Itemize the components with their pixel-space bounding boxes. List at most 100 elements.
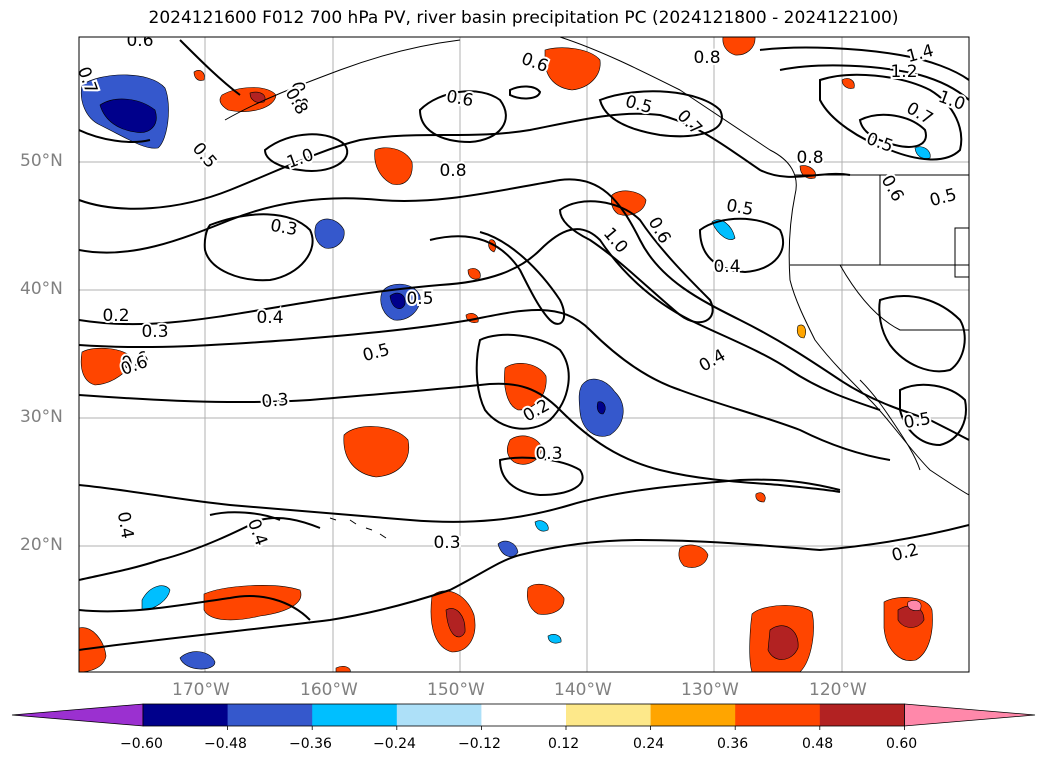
contour-line (79, 524, 969, 651)
colorbar-segment (650, 704, 736, 726)
contour-label: 0.4 (713, 257, 740, 277)
lat-label-40n: 40°N (20, 279, 63, 299)
contour-label: 0.8 (693, 48, 720, 68)
negative-precip-patches (80, 74, 931, 670)
map-background (79, 37, 969, 672)
coast-alaska-peninsula (224, 39, 461, 121)
patch-neg (547, 634, 562, 644)
colorbar-extend-min (11, 703, 144, 727)
colorbar-segment (227, 704, 313, 726)
colorbar-tick-label: −0.48 (204, 736, 247, 752)
patch-pos (335, 666, 351, 672)
patch-pos (445, 608, 466, 638)
contour-line (498, 456, 584, 497)
contour-line (79, 129, 151, 143)
patch-pos (678, 544, 709, 568)
contour-label: 0.4 (113, 510, 137, 540)
contour-label: 0.8 (439, 161, 466, 181)
colorbar-tick-label: −0.60 (120, 736, 163, 752)
contour-label: 1.2 (890, 62, 917, 82)
patch-neg (99, 98, 157, 133)
patch-neg (389, 292, 406, 309)
border-states (790, 175, 969, 331)
colorbar-tick-label: −0.12 (458, 736, 501, 752)
contour-line (429, 231, 566, 325)
contour-line (858, 113, 927, 148)
colorbar (11, 703, 1036, 730)
coast-west-us (788, 194, 969, 496)
patch-pos (467, 268, 481, 280)
map-title: 2024121600 F012 700 hPa PV, river basin … (148, 8, 899, 28)
contour-label: 0.2 (890, 540, 921, 566)
contour-line (79, 228, 881, 411)
patch-pos (193, 70, 205, 81)
patch-neg (179, 651, 216, 670)
patch-pos (796, 324, 806, 339)
lon-label-150w: 150°W (427, 680, 485, 700)
contour-line (878, 295, 966, 373)
colorbar-segment (396, 704, 482, 726)
patch-neg (534, 520, 549, 532)
colorbar-segment (312, 704, 398, 726)
contour-label: 0.3 (535, 444, 562, 464)
patch-pos (544, 47, 601, 91)
contour-line (79, 595, 311, 621)
contour-line (598, 90, 723, 138)
colorbar-tick-label: −0.36 (289, 736, 332, 752)
colorbar-frame (142, 703, 905, 727)
patch-pos (527, 583, 565, 615)
contour-label: 0.8 (796, 148, 823, 168)
gridlines (79, 37, 969, 672)
colorbar-segment (481, 704, 567, 726)
contour-line (263, 133, 349, 172)
patch-pos (203, 585, 302, 621)
lat-label-20n: 20°N (20, 535, 63, 555)
patch-pos (841, 78, 855, 89)
patch-pos (80, 347, 133, 386)
contour-label: 0.3 (261, 390, 290, 412)
contour-label: 0.3 (141, 322, 168, 342)
contour-line (79, 112, 851, 210)
coast-baja (859, 379, 921, 471)
contour-line (418, 90, 507, 144)
coastlines (224, 37, 969, 539)
patch-pos (755, 492, 766, 503)
contour-line (475, 333, 570, 430)
contour-line (698, 217, 785, 274)
colorbar-segment (819, 704, 905, 726)
contour-label: 0.6 (126, 31, 153, 51)
contour-line (558, 200, 714, 324)
positive-precip-patches (79, 37, 933, 672)
colorbar-tick-label: 0.60 (886, 736, 918, 752)
colorbar-tick-label: 0.12 (548, 736, 580, 752)
colorbar-tick-label: −0.24 (373, 736, 416, 752)
lon-label-140w: 140°W (554, 680, 612, 700)
patch-neg (914, 146, 931, 159)
patch-pos (249, 91, 266, 103)
colorbar-tick-label: 0.48 (802, 736, 834, 752)
lon-label-160w: 160°W (300, 680, 358, 700)
contour-line (79, 382, 841, 493)
patch-pos (374, 147, 413, 185)
colorbar-tick-label: 0.36 (717, 736, 749, 752)
contour-line (203, 213, 314, 282)
patch-pos (722, 37, 756, 56)
lon-label-130w: 130°W (681, 680, 739, 700)
contour-line (899, 383, 967, 447)
contour-line (179, 39, 241, 96)
colorbar-segment (143, 704, 229, 726)
contour-line (79, 517, 321, 581)
patch-pos (343, 426, 410, 478)
patch-neg (314, 218, 345, 249)
contour-label: 0.2 (102, 306, 129, 326)
contour-label: 0.3 (433, 533, 460, 553)
lon-label-120w: 120°W (809, 680, 867, 700)
contour-line (79, 178, 969, 441)
lon-label-170w: 170°W (172, 680, 230, 700)
lat-label-30n: 30°N (20, 407, 63, 427)
patch-pos (610, 190, 647, 216)
map-frame (78, 36, 970, 673)
colorbar-tick-label: 0.24 (633, 736, 665, 752)
colorbar-extend-max (904, 703, 1036, 727)
